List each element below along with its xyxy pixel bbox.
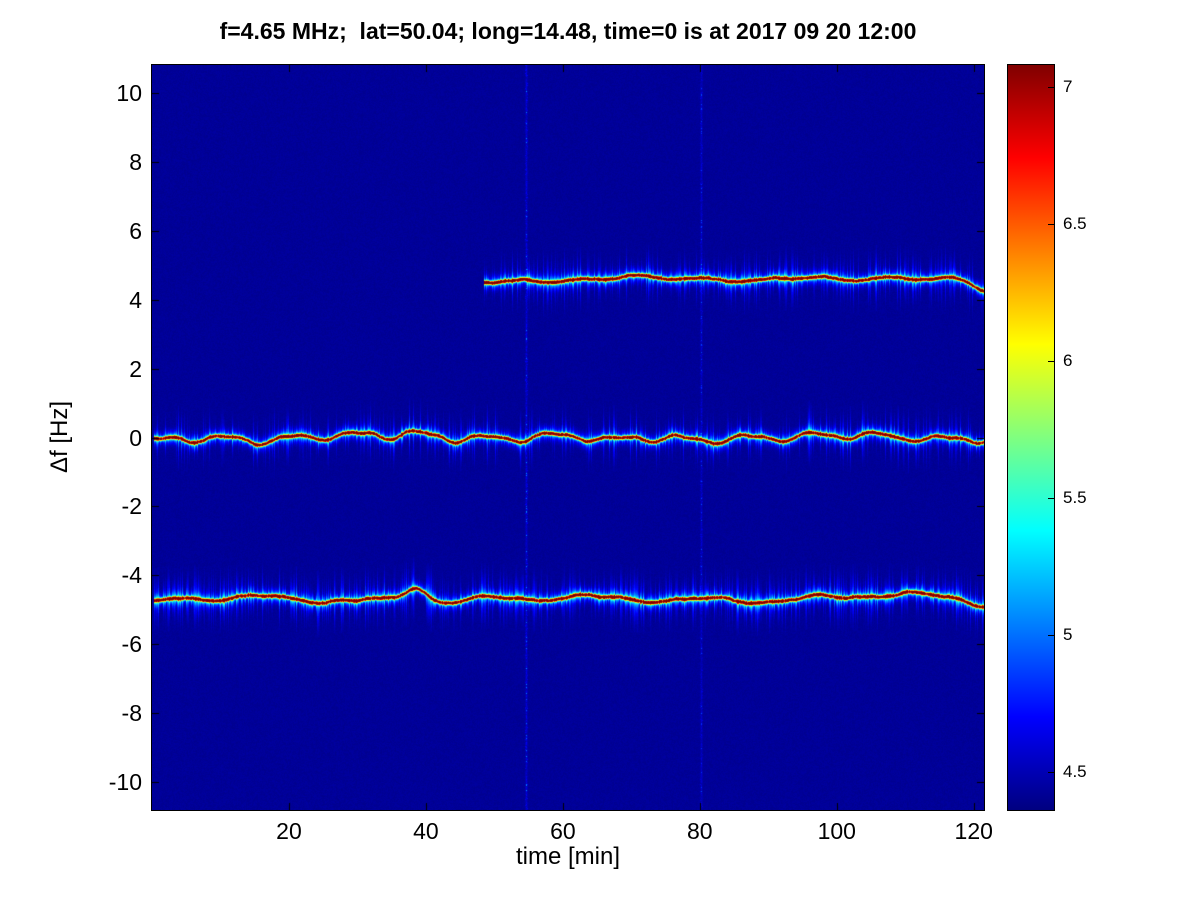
colorbar-tick-label: 6: [1063, 350, 1073, 370]
colorbar-tick-label: 6.5: [1063, 213, 1087, 233]
colorbar-tick-mark: [1048, 87, 1054, 88]
colorbar-tick-mark: [1048, 635, 1054, 636]
y-tick-label: 10: [116, 79, 142, 106]
colorbar-tick-mark: [1048, 772, 1054, 773]
colorbar-tick-label: 5.5: [1063, 487, 1087, 507]
heatmap-canvas: [152, 65, 984, 810]
colorbar-tick-mark: [1048, 361, 1054, 362]
colorbar: [1007, 64, 1055, 811]
x-tick-label: 100: [817, 818, 856, 844]
y-tick-label: 6: [129, 217, 142, 244]
colorbar-tick-mark: [1048, 224, 1054, 225]
y-tick-label: -8: [121, 700, 142, 727]
y-tick-label: 0: [129, 424, 142, 451]
colorbar-gradient: [1008, 65, 1054, 810]
colorbar-tick-mark: [1048, 498, 1054, 499]
y-tick-label: -2: [121, 493, 142, 520]
y-tick-label: 2: [129, 355, 142, 382]
plot-area: [151, 64, 985, 811]
x-tick-label: 60: [550, 818, 576, 844]
x-tick-label: 20: [276, 818, 302, 844]
x-tick-label: 40: [413, 818, 439, 844]
y-tick-label: -4: [121, 562, 142, 589]
y-tick-label: -10: [108, 769, 142, 796]
colorbar-tick-label: 5: [1063, 624, 1073, 644]
colorbar-tick-label: 7: [1063, 76, 1073, 96]
y-tick-label: 4: [129, 286, 142, 313]
y-tick-label: 8: [129, 148, 142, 175]
colorbar-tick-label: 4.5: [1063, 761, 1087, 781]
x-tick-label: 120: [954, 818, 993, 844]
x-axis-label: time [min]: [515, 843, 620, 870]
y-axis-label: Δf [Hz]: [46, 400, 73, 474]
plot-title: f=4.65 MHz; lat=50.04; long=14.48, time=…: [219, 18, 917, 44]
x-tick-label: 80: [687, 818, 713, 844]
y-tick-label: -6: [121, 631, 142, 658]
